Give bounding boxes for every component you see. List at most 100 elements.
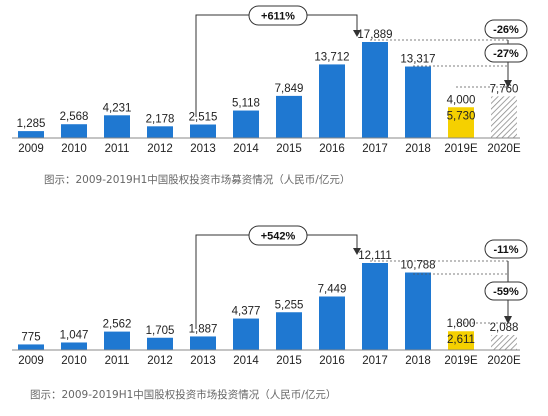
x-tick-2015: 2015 <box>276 355 302 367</box>
x-tick-2017: 2017 <box>362 143 388 155</box>
value-label-2012: 1,705 <box>146 325 175 337</box>
value-label-2019E: 4,000 <box>447 94 476 106</box>
value-label-2016: 13,712 <box>314 51 349 63</box>
fundraising-annotations: +611% -26% -27% <box>195 5 528 117</box>
x-tick-2011: 2011 <box>105 143 130 155</box>
bar-2019h1 <box>448 331 474 350</box>
x-tick-2018: 2018 <box>405 355 431 367</box>
bar-2015 <box>276 95 302 138</box>
x-tick-2016: 2016 <box>319 355 345 367</box>
value-label-2017: 12,111 <box>358 250 391 262</box>
bar-2020E <box>491 96 517 138</box>
fundraising-chart: 1,285 2,568 4,231 2,178 2,515 5,118 7,849 13,71… <box>12 5 528 186</box>
growth-bracket-arrowhead <box>353 30 361 37</box>
x-tick-2019E: 2019E <box>444 143 478 155</box>
bar-2017 <box>362 263 388 350</box>
value-label-2009: 1,285 <box>17 118 46 130</box>
x-tick-2014: 2014 <box>233 143 259 155</box>
value-label-2009: 775 <box>21 331 40 343</box>
bar-2013 <box>190 124 216 138</box>
decline-arrowhead <box>504 316 512 324</box>
bar-2013 <box>190 336 216 350</box>
value-label-2011: 4,231 <box>103 102 132 114</box>
bar-2020E <box>491 335 517 350</box>
value-label-2010: 2,568 <box>60 111 89 123</box>
fundraising-bars: 1,285 2,568 4,231 2,178 2,515 5,118 7,849 13,71… <box>17 29 519 138</box>
value-label-2019E: 1,800 <box>447 318 476 330</box>
growth-pill <box>248 225 308 246</box>
x-tick-2009: 2009 <box>18 355 44 367</box>
value-label-2020E: 7,760 <box>490 83 519 95</box>
value-label-2013: 1,887 <box>189 323 218 335</box>
x-tick-2019E: 2019E <box>444 355 478 367</box>
x-tick-2020E: 2020E <box>487 355 521 367</box>
bar-2009 <box>18 344 44 350</box>
x-tick-2011: 2011 <box>105 355 130 367</box>
bar-2018 <box>405 66 431 138</box>
x-tick-2016: 2016 <box>319 143 345 155</box>
value-label-2013: 2,515 <box>189 112 218 124</box>
value-label-2014: 4,377 <box>232 306 261 318</box>
decline-arrowhead <box>504 80 512 88</box>
bar-2012 <box>147 337 173 350</box>
x-tick-2020E: 2020E <box>487 143 521 155</box>
x-tick-2015: 2015 <box>276 143 302 155</box>
bar-2011 <box>104 115 130 138</box>
drop-pill-2 <box>484 281 528 301</box>
value-label-2018: 10,788 <box>400 260 435 272</box>
growth-pill <box>248 5 308 26</box>
value-label-2016: 7,449 <box>318 283 347 295</box>
drop-pill-1 <box>484 239 528 259</box>
bar-2017 <box>362 42 388 138</box>
bar-2009 <box>18 131 44 138</box>
bar-2014 <box>233 110 259 138</box>
value-label-2010: 1,047 <box>60 329 89 341</box>
bar-2010 <box>61 124 87 138</box>
x-tick-2012: 2012 <box>147 143 173 155</box>
x-tick-2012: 2012 <box>147 355 173 367</box>
bar-2019h1 <box>448 107 474 138</box>
value-label-2014: 5,118 <box>232 98 260 110</box>
x-tick-2013: 2013 <box>190 143 216 155</box>
x-tick-2010: 2010 <box>61 143 87 155</box>
bar-2018 <box>405 272 431 350</box>
bar-2010 <box>61 342 87 350</box>
x-tick-2013: 2013 <box>190 355 216 367</box>
x-tick-2009: 2009 <box>18 143 44 155</box>
investment-bars: 775 1,047 2,562 1,705 1,887 4,377 5,255 7,449 12… <box>18 250 518 350</box>
drop-pill-1 <box>484 19 528 39</box>
value-label-2017: 17,889 <box>357 29 392 41</box>
x-tick-2017: 2017 <box>362 355 388 367</box>
growth-bracket-arrowhead <box>353 248 361 255</box>
value-label-2019h1: 5,730 <box>447 110 476 122</box>
x-tick-2014: 2014 <box>233 355 259 367</box>
bar-2014 <box>233 318 259 350</box>
drop-pill-2 <box>484 43 528 63</box>
fundraising-x-labels: 2009 2010 2011 2012 2013 2014 2015 2016 2017 2018… <box>18 143 521 155</box>
drop-pill-1-label: -11% <box>493 244 518 256</box>
drop-pill-1-label: -26% <box>493 24 519 36</box>
growth-pill-label: +611% <box>261 11 295 23</box>
drop-pill-2-label: -27% <box>493 48 519 60</box>
value-label-2015: 5,255 <box>275 299 304 311</box>
drop-pill-2-label: -59% <box>493 286 519 298</box>
value-label-2011: 2,562 <box>103 319 132 331</box>
bar-2016 <box>319 296 345 350</box>
investment-x-labels: 2009 2010 2011 2012 2013 2014 2015 2016 2017 2018… <box>18 355 521 367</box>
investment-caption: 图示：2009-2019H1中国股权投资市场投资情况（人民币/亿元） <box>30 388 336 401</box>
bar-2015 <box>276 312 302 350</box>
x-tick-2018: 2018 <box>405 143 431 155</box>
bar-2012 <box>147 126 173 138</box>
value-label-2015: 7,849 <box>275 83 304 95</box>
x-tick-2010: 2010 <box>61 355 87 367</box>
growth-pill-label: +542% <box>261 231 296 243</box>
value-label-2018: 13,317 <box>400 54 435 66</box>
investment-chart: 775 1,047 2,562 1,705 1,887 4,377 5,255 7,449 12… <box>12 225 528 401</box>
fundraising-caption: 图示：2009-2019H1中国股权投资市场募资情况（人民币/亿元） <box>44 173 350 186</box>
value-label-2019h1: 2,611 <box>447 334 475 346</box>
bar-2011 <box>104 331 130 350</box>
value-label-2020E: 2,088 <box>490 322 519 334</box>
bar-2016 <box>319 64 345 138</box>
value-label-2012: 2,178 <box>146 113 175 125</box>
